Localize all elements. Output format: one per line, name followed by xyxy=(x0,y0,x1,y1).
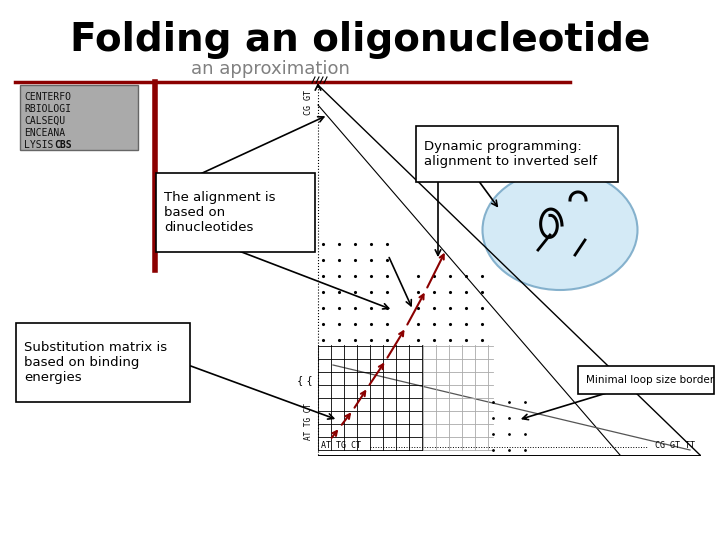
Text: Minimal loop size border: Minimal loop size border xyxy=(586,375,714,385)
Text: AT TG CT: AT TG CT xyxy=(304,403,313,440)
Text: CBS: CBS xyxy=(55,140,72,150)
Text: Dynamic programming:
alignment to inverted self: Dynamic programming: alignment to invert… xyxy=(424,140,597,168)
FancyBboxPatch shape xyxy=(416,126,618,182)
Text: CENTERFO: CENTERFO xyxy=(24,92,71,102)
Text: Folding an oligonucleotide: Folding an oligonucleotide xyxy=(70,21,650,59)
Text: CALSEQU: CALSEQU xyxy=(24,116,65,126)
FancyBboxPatch shape xyxy=(20,85,138,150)
FancyBboxPatch shape xyxy=(156,173,315,252)
Text: ENCEANA: ENCEANA xyxy=(24,128,65,138)
Text: an approximation: an approximation xyxy=(191,60,349,78)
Text: CG GT: CG GT xyxy=(304,90,313,115)
Text: CG GT TT: CG GT TT xyxy=(655,441,695,450)
Ellipse shape xyxy=(482,170,637,290)
FancyBboxPatch shape xyxy=(578,366,714,394)
Text: RBIOLOGI: RBIOLOGI xyxy=(24,104,71,114)
FancyBboxPatch shape xyxy=(16,323,190,402)
Text: The alignment is
based on
dinucleotides: The alignment is based on dinucleotides xyxy=(164,191,276,234)
Text: LYSIS: LYSIS xyxy=(24,140,59,150)
Text: { {: { { xyxy=(297,375,313,385)
Text: AT TG CT: AT TG CT xyxy=(321,441,361,450)
Text: Substitution matrix is
based on binding
energies: Substitution matrix is based on binding … xyxy=(24,341,167,384)
